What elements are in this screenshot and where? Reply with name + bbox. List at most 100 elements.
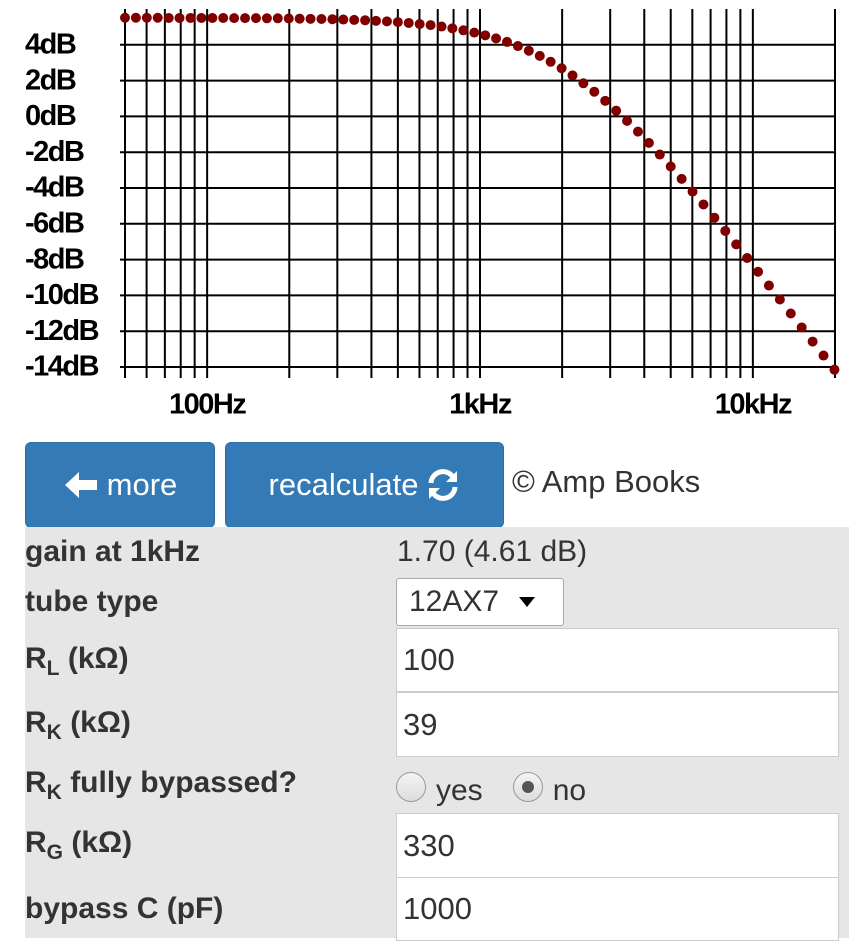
data-point xyxy=(403,17,414,28)
y-tick-label: -2dB xyxy=(25,136,84,168)
arrow-icon xyxy=(64,472,97,498)
input-value: 39 xyxy=(403,706,438,742)
data-point xyxy=(458,25,469,36)
data-point xyxy=(229,13,240,24)
data-point xyxy=(632,126,643,137)
credit: © Amp Books xyxy=(512,464,701,499)
label-text: R xyxy=(25,826,47,859)
data-point xyxy=(250,13,261,24)
data-point xyxy=(152,12,163,23)
data-point xyxy=(534,50,545,61)
data-point xyxy=(687,186,698,197)
data-point xyxy=(207,12,218,23)
y-tick-label: -4dB xyxy=(25,172,84,204)
x-tick-label: 1kHz xyxy=(449,389,512,421)
data-point xyxy=(720,225,731,236)
data-point xyxy=(676,173,687,184)
data-point xyxy=(545,56,556,67)
data-point xyxy=(294,13,305,24)
data-point xyxy=(196,12,207,23)
unit: (kΩ) xyxy=(71,826,133,859)
x-tick-label: 10kHz xyxy=(715,389,792,421)
radio[interactable] xyxy=(396,772,426,802)
data-point xyxy=(731,239,742,250)
y-tick-label: 4dB xyxy=(25,28,76,60)
data-point xyxy=(589,86,600,97)
data-point xyxy=(523,45,534,56)
data-point xyxy=(163,12,174,23)
c-input[interactable]: 1000 xyxy=(396,877,839,941)
data-point xyxy=(698,199,709,210)
data-point xyxy=(425,20,436,31)
label: bypass C (pF) xyxy=(25,892,224,925)
subscript: G xyxy=(46,841,64,864)
radio-dot xyxy=(521,781,534,793)
data-point xyxy=(502,36,513,47)
radio-label: yes xyxy=(436,774,483,807)
rg-input[interactable]: 330 xyxy=(396,813,839,878)
data-point xyxy=(120,12,130,23)
select-value: 12AX7 xyxy=(409,585,500,618)
data-point xyxy=(785,308,796,319)
data-point xyxy=(665,161,676,172)
label-text: R xyxy=(25,642,47,675)
data-point xyxy=(643,137,654,148)
y-tick-label: -6dB xyxy=(25,207,84,239)
radio-label: no xyxy=(552,774,587,807)
data-point xyxy=(480,30,491,41)
tube-select[interactable]: 12AX7 xyxy=(396,578,564,626)
data-point xyxy=(218,12,229,23)
data-point xyxy=(654,149,665,160)
unit: (kΩ) xyxy=(67,642,129,675)
data-point xyxy=(491,33,502,44)
data-point xyxy=(283,13,294,24)
y-tick-label: -12dB xyxy=(25,315,99,347)
data-point xyxy=(316,14,327,25)
data-point xyxy=(469,27,480,38)
radio[interactable] xyxy=(512,772,543,802)
data-point xyxy=(447,23,458,34)
data-point xyxy=(578,78,589,89)
data-point xyxy=(392,17,403,28)
data-point xyxy=(709,212,720,223)
data-point xyxy=(381,16,392,27)
label: RK fully bypassed? xyxy=(25,766,297,805)
radio-group: yes no xyxy=(396,766,586,808)
unit: fully bypassed? xyxy=(70,766,297,799)
more-button[interactable]: more xyxy=(25,442,215,528)
data-point xyxy=(349,14,360,25)
data-point xyxy=(261,13,272,24)
label: RG (kΩ) xyxy=(25,826,132,865)
data-point xyxy=(829,364,840,375)
data-point xyxy=(512,41,523,52)
data-point xyxy=(305,13,316,24)
y-tick-label: -14dB xyxy=(25,351,99,383)
data-point xyxy=(414,19,425,30)
subscript: K xyxy=(46,781,62,804)
unit: (kΩ) xyxy=(70,706,131,739)
label-text: R xyxy=(25,766,47,799)
data-point xyxy=(360,15,371,26)
data-point xyxy=(130,12,141,23)
input-value: 100 xyxy=(403,642,455,677)
data-point xyxy=(763,280,774,291)
rl-input[interactable]: 100 xyxy=(396,628,839,692)
data-point xyxy=(567,70,578,81)
label: tube type xyxy=(25,585,159,618)
data-point xyxy=(436,21,447,32)
x-tick-label: 100Hz xyxy=(169,389,246,421)
chart: -14dB -12dB -10dB -8dB -6dB-4dB -2dB 0dB 2dB 4dB… xyxy=(25,9,840,421)
label-text: R xyxy=(25,706,47,739)
data-point xyxy=(141,12,152,23)
data-point xyxy=(622,115,633,126)
data-point xyxy=(240,13,251,24)
subscript: L xyxy=(46,657,60,680)
input-value: 1000 xyxy=(403,891,472,926)
recalculate-button[interactable]: recalculate xyxy=(225,442,504,528)
data-point xyxy=(556,63,567,74)
data-point xyxy=(600,95,611,106)
data-point xyxy=(174,12,185,23)
rk-input[interactable]: 39 xyxy=(396,692,839,757)
label: RL (kΩ) xyxy=(25,642,129,681)
